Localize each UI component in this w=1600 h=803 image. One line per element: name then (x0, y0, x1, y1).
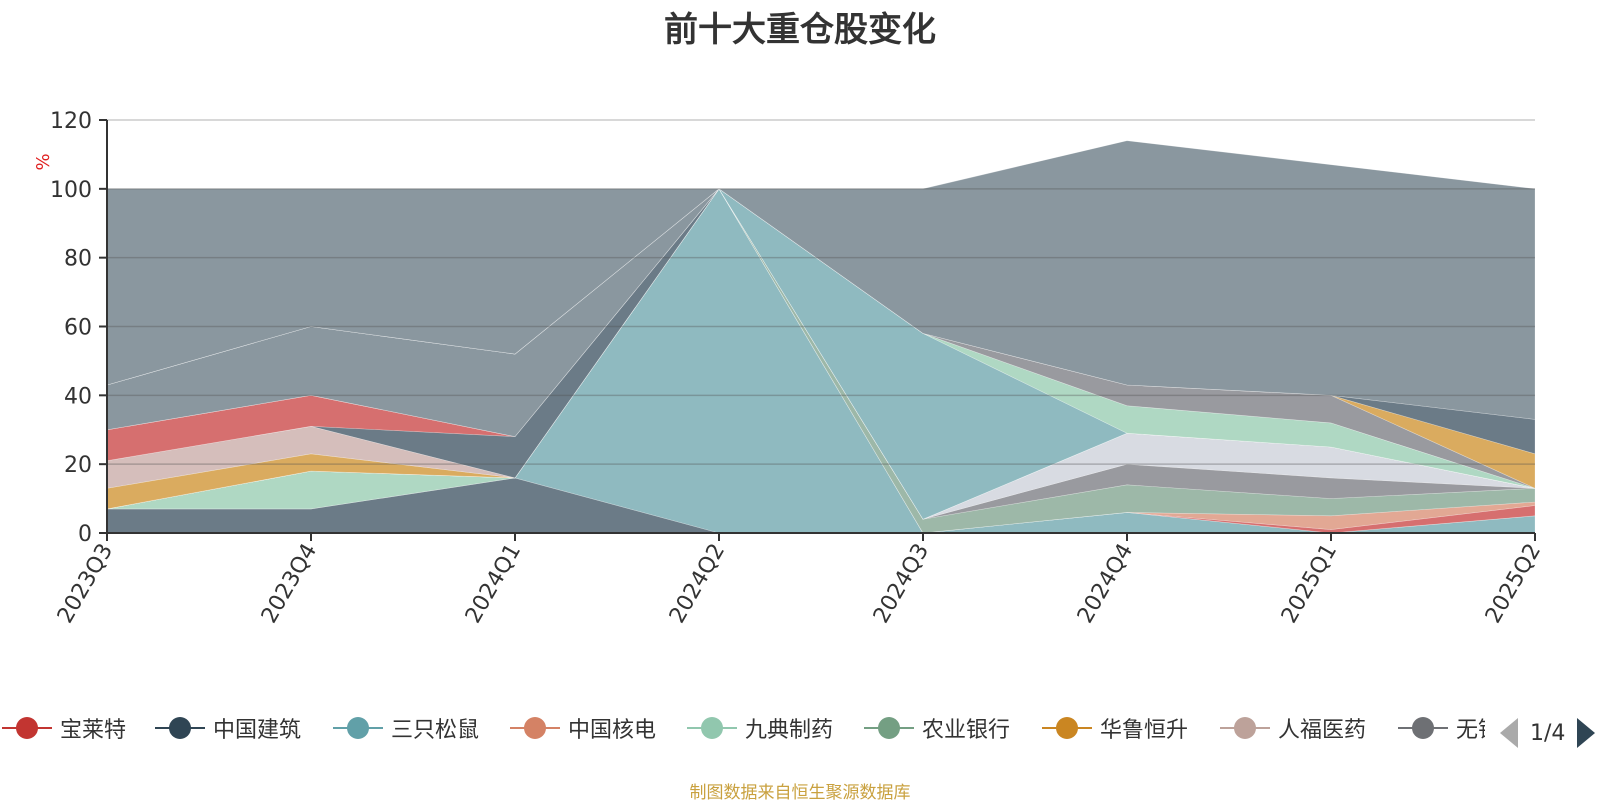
chart-title: 前十大重仓股变化 (664, 10, 936, 50)
legend-marker-icon (2, 716, 52, 740)
y-tick-label: 60 (64, 316, 92, 341)
legend: 宝莱特 中国建筑 三只松鼠 中国核电 九典制药 农业银行 华鲁恒升 人福医药 无锡 (0, 708, 1485, 748)
y-tick-label: 0 (78, 522, 92, 547)
legend-item[interactable]: 宝莱特 (2, 708, 126, 748)
legend-item[interactable]: 三只松鼠 (333, 708, 479, 748)
legend-label: 无锡 (1456, 718, 1485, 743)
legend-item[interactable]: 无锡 (1398, 708, 1485, 748)
stacked-areas (106, 140, 1536, 534)
y-tick-label: 120 (50, 109, 92, 134)
area-series (106, 140, 1536, 420)
x-tick-label: 2024Q3 (869, 540, 934, 628)
legend-label: 人福医药 (1278, 718, 1367, 743)
legend-pager: 1/4 (1500, 715, 1596, 751)
legend-item[interactable]: 华鲁恒升 (1042, 708, 1188, 748)
x-tick-label: 2025Q1 (1277, 540, 1342, 628)
legend-prev-page-icon[interactable] (1500, 718, 1518, 748)
x-tick-label: 2024Q4 (1073, 540, 1138, 628)
x-tick-label: 2025Q2 (1481, 540, 1546, 628)
legend-marker-icon (333, 716, 383, 740)
gridlines (107, 119, 1535, 465)
legend-item[interactable]: 农业银行 (864, 708, 1010, 748)
legend-item[interactable]: 中国建筑 (155, 708, 301, 748)
legend-page-indicator: 1/4 (1530, 720, 1566, 746)
x-tick-label: 2024Q1 (461, 540, 526, 628)
y-tick-label: 100 (50, 178, 92, 203)
y-tick-label: 20 (64, 453, 92, 478)
x-tick-label: 2023Q3 (53, 540, 118, 628)
legend-marker-icon (510, 716, 560, 740)
legend-marker-icon (1042, 716, 1092, 740)
legend-marker-icon (1398, 716, 1448, 740)
legend-marker-icon (687, 716, 737, 740)
y-tick-label: 80 (64, 247, 92, 272)
legend-item[interactable]: 九典制药 (687, 708, 833, 748)
legend-item[interactable]: 中国核电 (510, 708, 656, 748)
legend-label: 中国建筑 (213, 718, 302, 743)
legend-marker-icon (155, 716, 205, 740)
legend-label: 中国核电 (568, 718, 657, 743)
legend-label: 华鲁恒升 (1100, 718, 1189, 743)
legend-label: 农业银行 (922, 718, 1011, 743)
legend-next-page-icon[interactable] (1577, 718, 1596, 748)
legend-marker-icon (864, 716, 914, 740)
data-source-note: 制图数据来自恒生聚源数据库 (689, 783, 911, 803)
y-tick-label: 40 (64, 384, 92, 409)
x-tick-label: 2023Q4 (257, 540, 322, 628)
legend-item[interactable]: 人福医药 (1220, 708, 1366, 748)
legend-label: 三只松鼠 (391, 718, 480, 743)
y-axis-unit-label: % (33, 153, 54, 170)
legend-label: 宝莱特 (60, 718, 127, 743)
legend-label: 九典制药 (745, 718, 834, 743)
x-tick-label: 2024Q2 (665, 540, 730, 628)
legend-marker-icon (1220, 716, 1270, 740)
